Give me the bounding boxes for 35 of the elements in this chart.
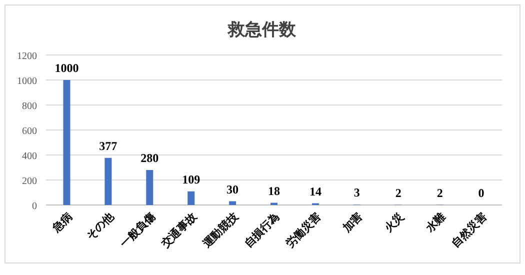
y-tick-label: 0 [32,201,37,212]
data-label: 2 [436,186,443,200]
bar [104,158,112,205]
y-tick-label: 200 [22,176,37,187]
data-label: 109 [182,172,200,186]
y-tick-label: 1200 [17,51,37,62]
data-label: 3 [354,186,360,200]
x-tick-label: 水難 [422,210,448,236]
x-tick-label: 一般負傷 [117,210,158,250]
x-tick-label: 自然災害 [449,210,490,250]
x-tick-label: 労働災害 [283,210,324,250]
bar [229,201,236,205]
data-label: 2 [395,186,402,200]
data-label: 14 [309,184,322,198]
y-tick-label: 400 [22,151,37,162]
x-tick-label: その他 [84,209,118,242]
data-label: 377 [99,138,118,153]
x-tick-label: 火災 [382,210,406,235]
y-tick-label: 800 [22,101,37,112]
x-tick-label: 加害 [340,210,366,236]
bar [63,80,70,205]
x-tick-label: 交通事故 [158,209,200,251]
x-tick-label: 自損行為 [242,210,282,250]
x-tick-label: 急病 [49,210,75,236]
y-tick-label: 600 [22,126,37,137]
data-label: 1000 [54,61,79,75]
bar [188,191,195,205]
data-label: 18 [268,184,280,198]
data-label: 280 [140,151,159,165]
chart-title: 救急件数 [227,20,297,39]
data-label: 0 [478,186,484,200]
y-tick-label: 1000 [17,76,37,87]
data-label: 30 [226,182,239,196]
bar [146,170,154,205]
x-tick-label: 運動競技 [200,209,242,251]
